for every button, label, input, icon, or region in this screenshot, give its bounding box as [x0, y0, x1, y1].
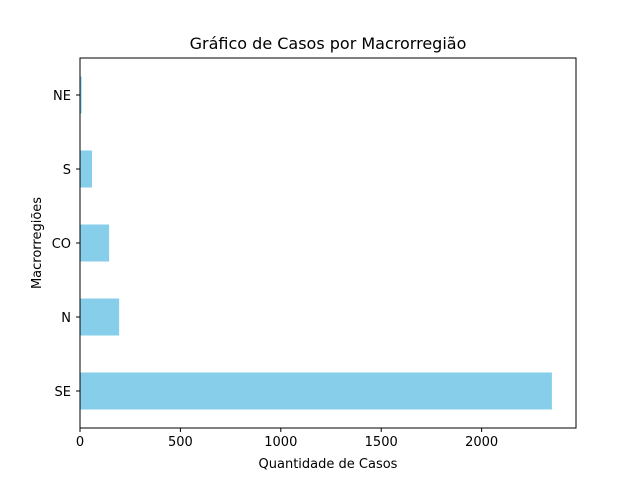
- chart-title: Gráfico de Casos por Macrorregião: [190, 34, 467, 53]
- bar-n: [80, 298, 120, 336]
- x-tick-label-1500: 1500: [365, 435, 398, 450]
- x-axis-label: Quantidade de Casos: [259, 457, 398, 472]
- plot-frame: [79, 57, 577, 429]
- y-tick-label-se: SE: [55, 385, 71, 400]
- x-tick-label-2000: 2000: [465, 435, 498, 450]
- bar-s: [80, 150, 93, 188]
- x-tick-label-0: 0: [76, 435, 84, 450]
- bars-layer: [80, 76, 552, 410]
- y-tick-label-n: N: [61, 311, 71, 326]
- bar-ne: [80, 76, 82, 114]
- y-axis: SE N CO S NE: [52, 89, 80, 400]
- y-tick-label-co: CO: [52, 237, 71, 252]
- x-axis: 0 500 1000 1500 2000: [76, 428, 498, 450]
- y-axis-label: Macrorregiões: [30, 197, 45, 289]
- y-tick-label-s: S: [63, 163, 71, 178]
- bar-co: [80, 224, 110, 262]
- x-tick-label-1000: 1000: [264, 435, 297, 450]
- x-tick-label-500: 500: [168, 435, 193, 450]
- bar-se: [80, 372, 552, 410]
- y-tick-label-ne: NE: [53, 89, 71, 104]
